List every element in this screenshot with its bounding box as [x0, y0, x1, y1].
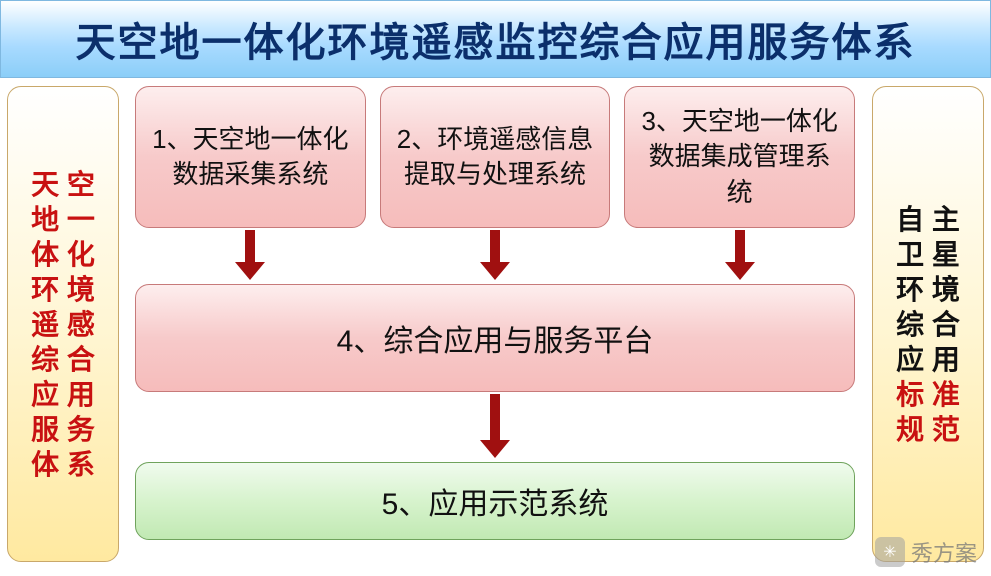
- box-4: 4、综合应用与服务平台: [135, 284, 855, 392]
- left-sidebar-text: 天 空地 一体 化环 境遥 感综 合应 用服 务体 系: [31, 167, 95, 482]
- box-3: 3、天空地一体化数据集成管理系统: [624, 86, 855, 228]
- diagram-area: 天 空地 一体 化环 境遥 感综 合应 用服 务体 系 自 主卫 星环 境综 合…: [0, 82, 991, 572]
- left-sidebar-box: 天 空地 一体 化环 境遥 感综 合应 用服 务体 系: [7, 86, 119, 562]
- box-1: 1、天空地一体化数据采集系统: [135, 86, 366, 228]
- box-5: 5、应用示范系统: [135, 462, 855, 540]
- watermark: ✳ 秀方案: [875, 536, 977, 568]
- top-row: 1、天空地一体化数据采集系统 2、环境遥感信息提取与处理系统 3、天空地一体化数…: [135, 86, 855, 228]
- watermark-icon: ✳: [875, 537, 905, 567]
- page-title-bar: 天空地一体化环境遥感监控综合应用服务体系: [0, 0, 991, 78]
- box-4-label: 4、综合应用与服务平台: [337, 316, 654, 360]
- box-2-label: 2、环境遥感信息提取与处理系统: [395, 122, 596, 192]
- page-title: 天空地一体化环境遥感监控综合应用服务体系: [76, 10, 916, 68]
- box-5-label: 5、应用示范系统: [382, 479, 609, 523]
- right-sidebar-text: 自 主卫 星环 境综 合应 用标 准规 范: [896, 202, 960, 447]
- watermark-text: 秀方案: [911, 536, 977, 568]
- box-2: 2、环境遥感信息提取与处理系统: [380, 86, 611, 228]
- box-1-label: 1、天空地一体化数据采集系统: [150, 122, 351, 192]
- box-3-label: 3、天空地一体化数据集成管理系统: [639, 104, 840, 209]
- right-sidebar-box: 自 主卫 星环 境综 合应 用标 准规 范: [872, 86, 984, 562]
- center-flow: 1、天空地一体化数据采集系统 2、环境遥感信息提取与处理系统 3、天空地一体化数…: [135, 82, 855, 572]
